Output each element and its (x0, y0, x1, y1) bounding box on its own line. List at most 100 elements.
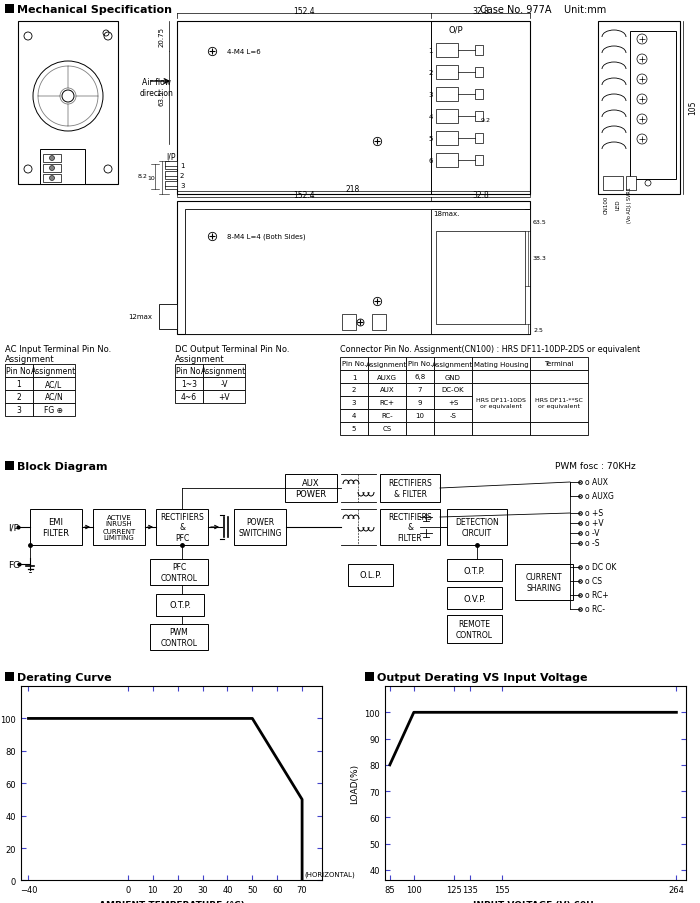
Bar (368, 423, 406, 435)
Text: -S: -S (449, 413, 456, 419)
Bar (380, 474, 440, 502)
Bar (475, 134, 483, 144)
Bar (175, 377, 203, 391)
Text: o +V: o +V (585, 519, 603, 528)
Bar (368, 410, 406, 423)
Bar (165, 182, 177, 190)
Text: 6,8: 6,8 (414, 374, 426, 380)
Bar (380, 509, 440, 545)
Text: 1: 1 (351, 374, 356, 380)
Circle shape (50, 166, 55, 172)
Text: EMI
FILTER: EMI FILTER (43, 517, 69, 537)
Text: 2: 2 (428, 70, 433, 76)
Text: 20.75: 20.75 (159, 27, 165, 47)
Text: 1: 1 (428, 48, 433, 54)
Bar (365, 672, 374, 681)
Text: (HORIZONTAL): (HORIZONTAL) (304, 870, 356, 877)
Bar (33, 377, 75, 391)
Text: I/P: I/P (8, 523, 19, 532)
Text: 3: 3 (17, 405, 22, 414)
Bar (177, 22, 530, 195)
Text: RC-: RC- (382, 413, 393, 419)
Bar (5, 461, 14, 470)
Bar (434, 396, 472, 410)
Text: Assignment: Assignment (202, 367, 246, 376)
Text: Block Diagram: Block Diagram (17, 461, 108, 471)
Bar (234, 509, 286, 545)
Bar (340, 358, 368, 370)
Bar (5, 5, 14, 14)
Text: Pin No.: Pin No. (176, 367, 202, 376)
Text: DC-OK: DC-OK (442, 387, 464, 393)
Text: 9.2: 9.2 (481, 118, 491, 124)
Bar (406, 410, 434, 423)
Text: GND: GND (445, 374, 461, 380)
Bar (475, 90, 483, 100)
Text: o RC-: o RC- (585, 605, 605, 614)
Bar (436, 132, 458, 146)
Text: 2: 2 (352, 387, 356, 393)
Bar (434, 370, 472, 384)
Bar (203, 391, 245, 404)
Text: I/P: I/P (167, 153, 176, 162)
Text: 218: 218 (346, 184, 360, 193)
Bar (603, 177, 623, 191)
Text: Derating Curve: Derating Curve (17, 672, 111, 683)
Text: Assignment: Assignment (366, 361, 407, 368)
Bar (5, 391, 33, 404)
Bar (368, 396, 406, 410)
Y-axis label: LOAD(%): LOAD(%) (350, 763, 359, 804)
Bar (156, 594, 204, 617)
Text: Case No. 977A    Unit:mm: Case No. 977A Unit:mm (480, 5, 606, 15)
Text: 4: 4 (352, 413, 356, 419)
Bar (156, 509, 208, 545)
Bar (475, 68, 483, 78)
Text: 10: 10 (416, 413, 424, 419)
Text: 5: 5 (352, 426, 356, 432)
Bar (203, 365, 245, 377)
Text: o AUXG: o AUXG (585, 492, 614, 501)
Text: 38.3: 38.3 (533, 256, 547, 261)
Bar (475, 46, 483, 56)
Text: (Vo ADJ.) SVR1: (Vo ADJ.) SVR1 (627, 187, 633, 223)
Bar (372, 314, 386, 330)
Bar (447, 587, 502, 610)
Text: 2: 2 (17, 393, 22, 402)
Bar (340, 396, 368, 410)
Text: PWM fosc : 70KHz: PWM fosc : 70KHz (555, 462, 636, 471)
Text: Pin No.: Pin No. (408, 361, 432, 368)
Bar (626, 177, 636, 191)
Text: 2.5: 2.5 (533, 327, 543, 332)
Bar (447, 615, 502, 643)
Text: POWER
SWITCHING: POWER SWITCHING (238, 517, 281, 537)
Text: Pin No.: Pin No. (6, 367, 32, 376)
Text: 3: 3 (180, 182, 185, 189)
Text: DETECTION
CIRCUIT: DETECTION CIRCUIT (455, 517, 499, 537)
Text: Mating Housing: Mating Housing (474, 361, 528, 368)
Bar (348, 564, 393, 586)
Text: Mechanical Specification: Mechanical Specification (17, 5, 172, 15)
Text: O.L.P.: O.L.P. (359, 571, 382, 580)
Bar (185, 209, 530, 335)
Bar (475, 156, 483, 166)
Bar (368, 384, 406, 396)
Bar (175, 391, 203, 404)
Bar (406, 396, 434, 410)
Text: o -V: o -V (585, 529, 599, 538)
Bar (436, 232, 525, 325)
Text: RC+: RC+ (379, 400, 395, 406)
Text: HRS DF11-10DS
or equivalent: HRS DF11-10DS or equivalent (476, 397, 526, 408)
Text: 1: 1 (17, 379, 22, 388)
Text: AC/L: AC/L (46, 379, 62, 388)
Bar (436, 66, 458, 79)
Text: O.T.P.: O.T.P. (169, 600, 191, 610)
Bar (530, 358, 588, 370)
Text: o AUX: o AUX (585, 478, 608, 487)
Text: 8.2: 8.2 (137, 174, 147, 180)
Text: 4: 4 (428, 114, 433, 120)
Bar (434, 384, 472, 396)
Bar (93, 509, 145, 545)
Text: O/P: O/P (449, 25, 463, 34)
Text: 12max: 12max (128, 313, 152, 320)
Text: RECTIFIERS
&
PFC: RECTIFIERS & PFC (160, 513, 204, 543)
